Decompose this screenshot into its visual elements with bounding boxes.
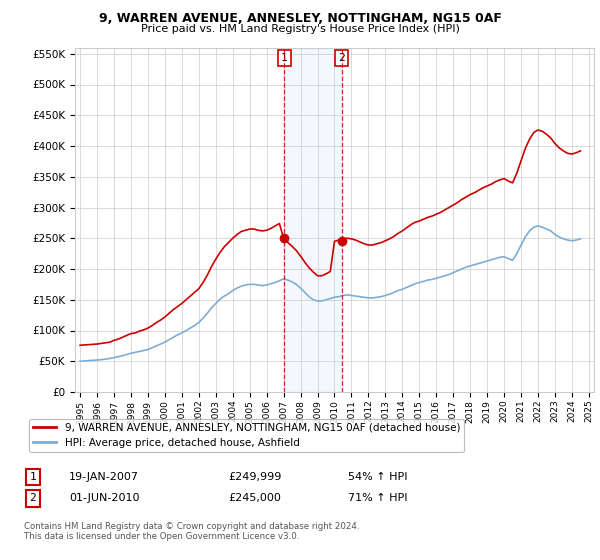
Text: 1: 1 (281, 53, 288, 63)
Bar (284, 48, 341, 392)
Legend: 9, WARREN AVENUE, ANNESLEY, NOTTINGHAM, NG15 0AF (detached house), HPI: Average : 9, WARREN AVENUE, ANNESLEY, NOTTINGHAM, … (29, 419, 464, 452)
Text: 71% ↑ HPI: 71% ↑ HPI (348, 493, 407, 503)
Text: 01-JUN-2010: 01-JUN-2010 (69, 493, 139, 503)
Text: 1: 1 (29, 472, 37, 482)
Text: 19-JAN-2007: 19-JAN-2007 (69, 472, 139, 482)
Text: Price paid vs. HM Land Registry's House Price Index (HPI): Price paid vs. HM Land Registry's House … (140, 24, 460, 34)
Text: Contains HM Land Registry data © Crown copyright and database right 2024.
This d: Contains HM Land Registry data © Crown c… (24, 522, 359, 542)
Text: 2: 2 (29, 493, 37, 503)
Text: £245,000: £245,000 (228, 493, 281, 503)
Text: 9, WARREN AVENUE, ANNESLEY, NOTTINGHAM, NG15 0AF: 9, WARREN AVENUE, ANNESLEY, NOTTINGHAM, … (98, 12, 502, 25)
Text: 54% ↑ HPI: 54% ↑ HPI (348, 472, 407, 482)
Text: £249,999: £249,999 (228, 472, 281, 482)
Text: 2: 2 (338, 53, 345, 63)
